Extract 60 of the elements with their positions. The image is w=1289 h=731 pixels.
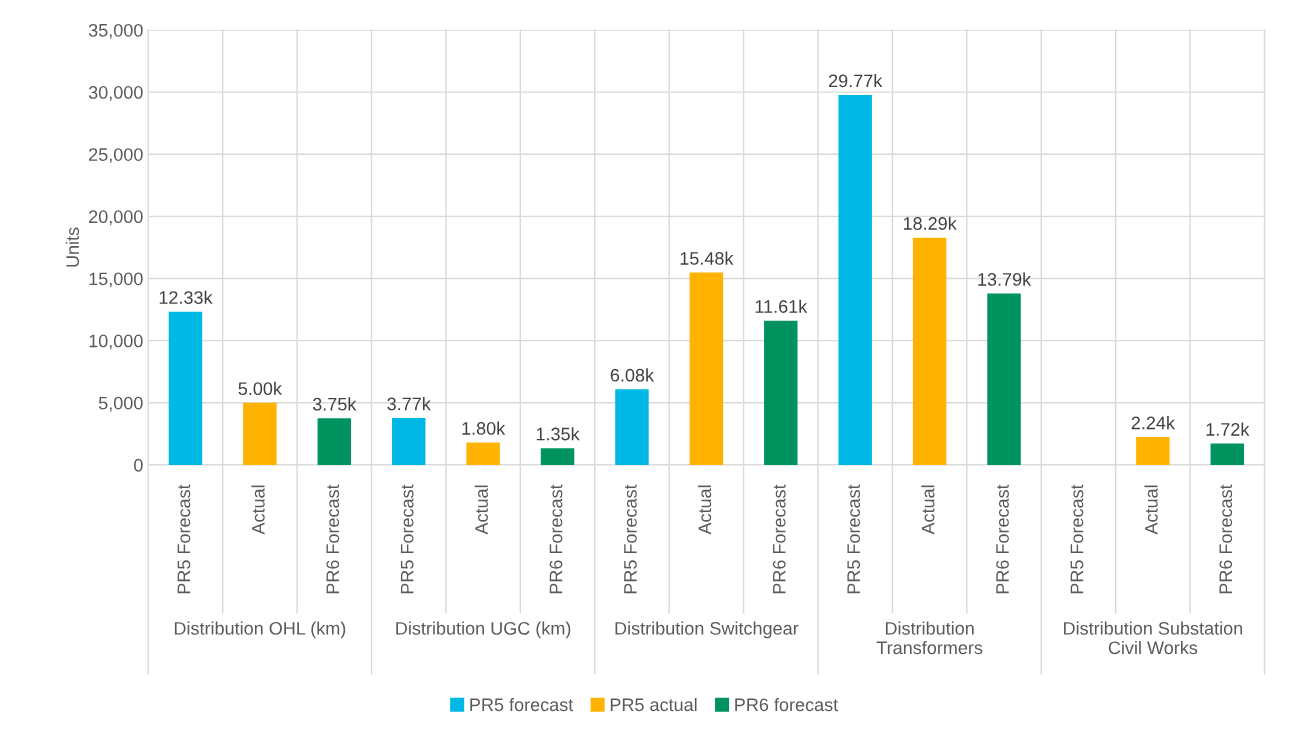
bar [1136,437,1170,465]
bar [391,418,426,465]
text: Distribution OHL (km) [174,621,346,639]
x-tick-label: PR5 Forecast [624,484,637,594]
y-tick-label: 25,000 [89,148,143,164]
x-tick-label: Actual [1144,485,1158,535]
x-tick-label: PR6 Forecast [549,484,563,594]
x-tick-label: Actual [921,485,935,535]
bar [1210,443,1245,465]
data-label: 12.33k [159,290,213,304]
bar [764,320,798,465]
x-tick-label: PR6 Forecast [772,484,786,594]
bar [243,402,277,465]
x-tick-label: PR6 Forecast [1219,484,1233,594]
y-tick-label: 20,000 [89,210,143,226]
x-tick-label: PR5 Forecast [400,484,414,594]
bar [466,442,500,465]
text: Distribution Transformers [876,621,983,655]
x-tick-label: PR6 Forecast [326,484,340,594]
bar [540,448,575,465]
bar [168,311,203,465]
data-label: 3.75k [312,397,357,411]
x-tick-label: Actual [251,485,265,535]
data-label: 6.08k [610,368,655,382]
data-label: 5.00k [238,381,282,396]
data-label: 13.79k [978,272,1032,286]
bar [615,389,649,465]
data-label: 2.24k [1131,416,1175,430]
y-tick-label: 35,000 [88,23,143,39]
y-tick-label: 15,000 [89,272,143,288]
data-label: 3.77k [387,397,431,411]
x-tick-label: PR5 Forecast [1070,484,1084,594]
y-tick-label: 0 [134,458,143,472]
data-label: 18.29k [903,216,957,230]
data-label: 29.77k [829,73,883,88]
text: Distribution Substation Civil Works [1064,621,1243,655]
bar [689,272,724,465]
y-tick-label: 30,000 [88,86,143,101]
x-tick-label: Actual [697,485,712,535]
x-tick-label: PR6 Forecast [996,484,1009,594]
legend-label: PR5 actual [610,697,697,712]
bar [987,293,1021,465]
text: Distribution UGC (km) [396,621,571,639]
bar [912,237,947,465]
bar [317,418,352,465]
data-label: 11.61k [755,299,808,313]
y-tick-label: 5,000 [98,396,143,412]
data-label: 1.35k [536,427,580,441]
data-label: 1.80k [462,421,506,435]
data-label: 1.72k [1206,422,1250,436]
x-tick-label: Actual [474,485,488,535]
y-axis-title: Units [65,227,80,267]
y-tick-label: 10,000 [89,334,143,350]
bar [838,94,872,465]
data-label: 15.48k [680,251,734,265]
text: Distribution Switchgear [615,621,799,639]
legend-label: PR6 forecast [735,697,839,712]
x-tick-label: PR5 Forecast [847,484,861,594]
legend-label: PR5 forecast [470,697,574,712]
x-tick-label: PR5 Forecast [177,484,191,594]
